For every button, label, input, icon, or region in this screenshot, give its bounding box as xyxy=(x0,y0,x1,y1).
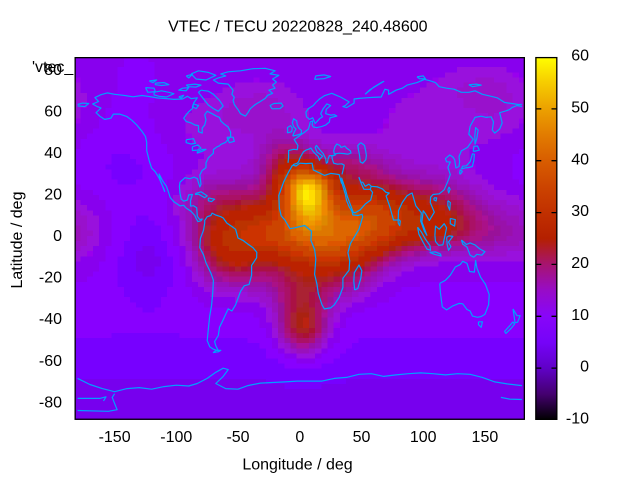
svg-text:-20: -20 xyxy=(39,270,62,287)
svg-text:150: 150 xyxy=(472,429,499,446)
svg-text:20: 20 xyxy=(44,187,62,204)
svg-text:60: 60 xyxy=(44,104,62,121)
svg-text:60: 60 xyxy=(571,48,589,65)
svg-text:-150: -150 xyxy=(99,429,131,446)
svg-text:40: 40 xyxy=(571,151,589,168)
svg-text:50: 50 xyxy=(571,100,589,117)
svg-text:40: 40 xyxy=(44,145,62,162)
svg-text:10: 10 xyxy=(571,307,589,324)
svg-text:-50: -50 xyxy=(226,429,249,446)
svg-text:-80: -80 xyxy=(39,394,62,411)
svg-text:0: 0 xyxy=(580,359,589,376)
svg-text:VTEC / TECU 20220828_240.48600: VTEC / TECU 20220828_240.48600 xyxy=(168,19,428,36)
svg-text:100: 100 xyxy=(410,429,437,446)
svg-text:Latitude / deg: Latitude / deg xyxy=(9,192,26,289)
svg-text:80: 80 xyxy=(44,62,62,79)
svg-text:Longitude / deg: Longitude / deg xyxy=(242,457,352,474)
svg-text:30: 30 xyxy=(571,203,589,220)
svg-text:-10: -10 xyxy=(566,411,589,428)
svg-text:-100: -100 xyxy=(160,429,192,446)
svg-text:-60: -60 xyxy=(39,353,62,370)
svg-text:0: 0 xyxy=(53,228,62,245)
svg-text:'vtec_: 'vtec_ xyxy=(32,59,74,76)
svg-text:0: 0 xyxy=(295,429,304,446)
svg-text:50: 50 xyxy=(353,429,371,446)
svg-text:-40: -40 xyxy=(39,311,62,328)
svg-text:20: 20 xyxy=(571,255,589,272)
